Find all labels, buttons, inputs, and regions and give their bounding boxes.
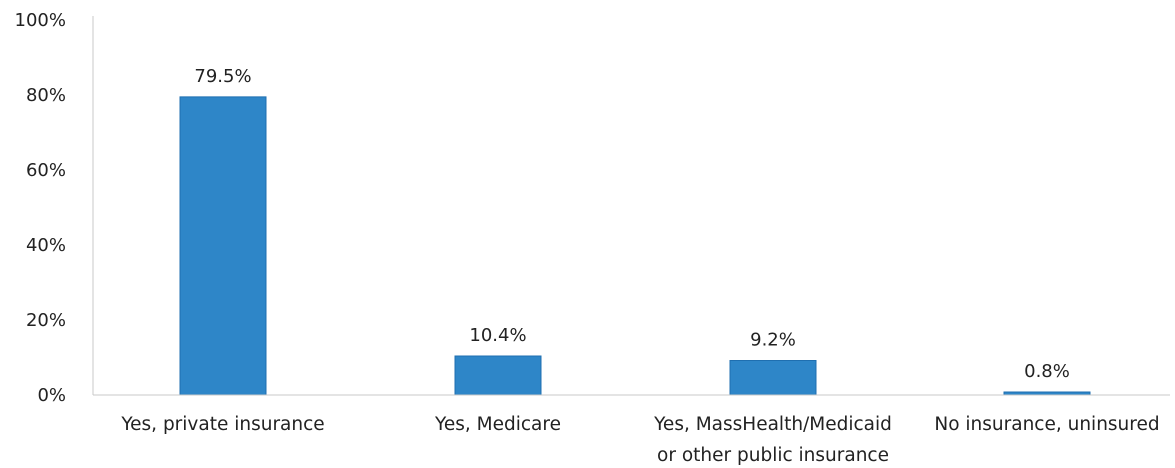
bars (179, 96, 1091, 396)
y-tick-label: 100% (15, 10, 66, 31)
y-tick-label: 20% (26, 310, 66, 331)
bar (454, 355, 542, 396)
data-label: 10.4% (469, 325, 526, 346)
bar (179, 96, 267, 396)
data-label: 79.5% (194, 66, 251, 87)
data-labels: 79.5% 10.4% 9.2% 0.8% (194, 66, 1069, 382)
x-axis: Yes, private insurance Yes, Medicare Yes, … (93, 394, 1170, 466)
x-category-label: or other public insurance (657, 445, 889, 466)
x-category-label: Yes, MassHealth/Medicaid (653, 414, 892, 435)
data-label: 0.8% (1024, 361, 1070, 382)
y-tick-label: 60% (26, 160, 66, 181)
y-tick-label: 80% (26, 85, 66, 106)
data-label: 9.2% (750, 330, 796, 351)
x-category-label: No insurance, uninsured (934, 414, 1159, 435)
y-tick-label: 0% (37, 385, 66, 406)
y-tick-label: 40% (26, 235, 66, 256)
x-category-label: Yes, private insurance (120, 414, 324, 435)
x-category-label: Yes, Medicare (434, 414, 561, 435)
y-axis: 0% 20% 40% 60% 80% 100% (15, 10, 94, 406)
bar (729, 360, 817, 396)
